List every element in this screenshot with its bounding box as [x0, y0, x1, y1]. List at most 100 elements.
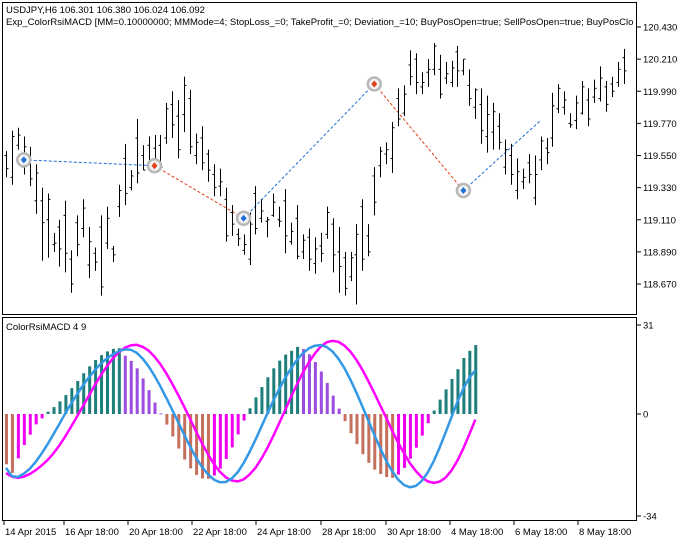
- histogram-bar: [10, 414, 14, 473]
- histogram-bar: [284, 354, 288, 414]
- ohlc-bar: [4, 151, 9, 178]
- histogram-bar: [337, 408, 341, 414]
- histogram-bar: [361, 414, 365, 455]
- ohlc-bar: [503, 139, 508, 175]
- histogram-bar: [236, 414, 240, 435]
- ohlc-bar: [75, 215, 80, 257]
- ohlc-bar: [93, 247, 98, 271]
- histogram-bar: [147, 390, 151, 414]
- ohlc-bar: [81, 199, 86, 238]
- ohlc-bar: [337, 227, 342, 293]
- histogram-bar: [189, 414, 193, 469]
- ohlc-bar: [354, 224, 359, 305]
- histogram-bar: [212, 414, 216, 476]
- histogram-bar: [58, 401, 62, 414]
- histogram-bar: [111, 348, 115, 414]
- ohlc-bar: [402, 85, 407, 117]
- ohlc-bar: [331, 218, 336, 273]
- ohlc-bar: [556, 83, 561, 114]
- indicator-pane: [2, 317, 637, 521]
- time-axis: 14 Apr 2015 16 Apr 18:00 20 Apr 18:00 22 Ap…: [3, 521, 631, 538]
- ohlc-bar: [236, 228, 241, 247]
- histogram-bar: [242, 414, 246, 421]
- ohlc-bar: [527, 154, 532, 184]
- ohlc-bar: [372, 167, 377, 216]
- indicator-axis-label: 0: [643, 410, 648, 421]
- histogram-bar: [206, 414, 210, 479]
- histogram-bar: [105, 351, 109, 414]
- ohlc-bar: [420, 72, 425, 95]
- time-axis-label: 16 Apr 18:00: [65, 527, 119, 538]
- price-axis-label: 118.670: [643, 280, 677, 291]
- ohlc-bar: [141, 145, 146, 171]
- ohlc-bar: [69, 250, 74, 293]
- ohlc-bar: [182, 76, 187, 133]
- ohlc-bar: [562, 91, 567, 115]
- histogram-bar: [391, 414, 395, 478]
- expert-info: Exp_ColorRsiMACD [MM=0.10000000; MMMode=…: [6, 17, 633, 28]
- ohlc-bar: [46, 193, 51, 258]
- ohlc-bar: [206, 149, 211, 182]
- ohlc-bar: [444, 62, 449, 84]
- ohlc-bar: [194, 133, 199, 165]
- histogram-bar: [141, 378, 145, 414]
- indicator-lines: [4, 339, 477, 489]
- histogram-bar: [307, 354, 311, 414]
- ohlc-bar: [63, 200, 68, 273]
- time-axis-label: 14 Apr 2015: [5, 527, 56, 538]
- histogram-bar: [254, 397, 258, 414]
- histogram-bar: [367, 414, 371, 463]
- ohlc-bar: [408, 50, 413, 86]
- price-pane: [2, 2, 637, 315]
- histogram-bar: [5, 414, 8, 465]
- histogram-bar: [349, 414, 353, 434]
- arrow-diamond: [20, 156, 27, 164]
- ohlc-bar: [598, 66, 603, 102]
- ohlc-bar: [40, 187, 45, 261]
- ohlc-bar: [87, 227, 92, 279]
- histogram-bar: [313, 362, 317, 414]
- histogram-bar: [260, 387, 264, 414]
- ohlc-bar: [485, 95, 490, 153]
- sell-arrow-icon: [146, 157, 163, 174]
- ohlc-bar: [604, 81, 609, 112]
- ohlc-bar: [343, 251, 348, 296]
- histogram-bar: [129, 360, 133, 414]
- histogram-bar: [319, 371, 323, 414]
- histogram-bar: [28, 414, 32, 435]
- ohlc-bar: [289, 222, 294, 245]
- ohlc-bar: [414, 53, 419, 95]
- histogram-bar: [272, 368, 276, 414]
- ohlc-bar: [366, 224, 371, 257]
- ohlc-bar: [188, 89, 193, 155]
- indicator-name: ColorRsiMACD 4 9: [6, 322, 86, 333]
- histogram-bar: [159, 413, 163, 415]
- time-axis-label: 24 Apr 18:00: [257, 527, 311, 538]
- ohlc-bar: [259, 199, 264, 223]
- time-axis-label: 20 Apr 18:00: [129, 527, 183, 538]
- histogram-bar: [94, 360, 98, 414]
- ohlc-bar: [57, 219, 62, 267]
- histogram-bar: [296, 346, 300, 414]
- ohlc-bar: [301, 234, 306, 260]
- ohlc-bar: [467, 69, 472, 106]
- ohlc-bar: [164, 102, 169, 144]
- histogram-bar: [224, 414, 228, 459]
- ohlc-bar: [574, 95, 579, 130]
- price-axis-label: 120.210: [643, 55, 677, 66]
- histogram-bar: [408, 414, 412, 459]
- ohlc-bar: [313, 237, 318, 274]
- histogram-bar: [76, 380, 80, 414]
- buy-signal-line: [243, 83, 375, 219]
- histogram-bar: [302, 349, 305, 414]
- histogram-bar: [420, 414, 424, 436]
- arrow-diamond: [460, 187, 467, 195]
- ohlc-bar: [111, 246, 116, 263]
- ohlc-bar: [52, 232, 57, 252]
- histogram-bar: [438, 399, 442, 414]
- histogram-bar: [379, 414, 383, 475]
- ohlc-bar: [212, 164, 217, 197]
- ohlc-bar: [283, 189, 288, 254]
